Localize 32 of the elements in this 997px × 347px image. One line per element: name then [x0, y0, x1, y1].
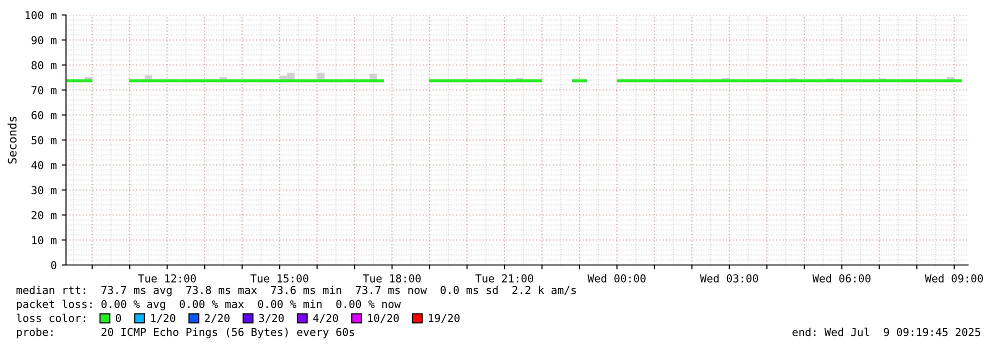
- y-tick-label: 50 m: [32, 136, 56, 144]
- text: median rtt: 73.7 ms avg 73.8 ms max 73.6 ms min 73.7 ms now 0.0 ms sd 2.2 k am/s: [16, 286, 576, 296]
- legend-label: 3/20: [259, 314, 284, 324]
- text: probe: 20 ICMP Echo Pings (56 Bytes) every 60s: [17, 328, 354, 338]
- text: loss color:: [16, 314, 86, 322]
- text: packet loss: 0.00 % avg 0.00 % max 0.00 % min 0.00 % now: [17, 300, 401, 310]
- x-tick-label: Tue 18:00: [362, 274, 421, 282]
- y-tick-label: 70 m: [32, 86, 56, 94]
- legend-label: 4/20: [313, 314, 338, 324]
- legend-label: 10/20: [368, 314, 399, 324]
- y-tick-label: 60 m: [32, 111, 56, 120]
- legend-label: 1/20: [151, 314, 176, 324]
- x-tick-label: Tue 12:00: [138, 274, 196, 282]
- y-tick-label: 0: [51, 261, 56, 270]
- y-tick-label: 100 m: [26, 11, 56, 20]
- x-tick-label: Wed 09:00: [924, 274, 983, 282]
- y-tick-label: 80 m: [32, 61, 56, 70]
- x-tick-label: Wed 00:00: [588, 274, 646, 282]
- y-tick-label: 30 m: [32, 186, 56, 194]
- y-axis-title: Seconds: [8, 116, 17, 164]
- x-tick-label: Tue 21:00: [475, 274, 534, 282]
- y-tick-label: 10 m: [32, 236, 56, 244]
- text: end: Wed Jul 9 09:19:45 2025: [792, 328, 980, 336]
- legend-label: 2/20: [204, 314, 230, 324]
- x-tick-label: Tue 15:00: [250, 274, 308, 282]
- legend-label: 19/20: [428, 314, 460, 324]
- x-tick-label: Wed 06:00: [812, 274, 870, 282]
- y-tick-label: 40 m: [31, 161, 56, 170]
- y-tick-label: 20 m: [32, 211, 56, 220]
- x-tick-label: Wed 03:00: [700, 274, 758, 282]
- y-tick-label: 90 m: [32, 36, 56, 44]
- legend-label: 0: [116, 314, 121, 322]
